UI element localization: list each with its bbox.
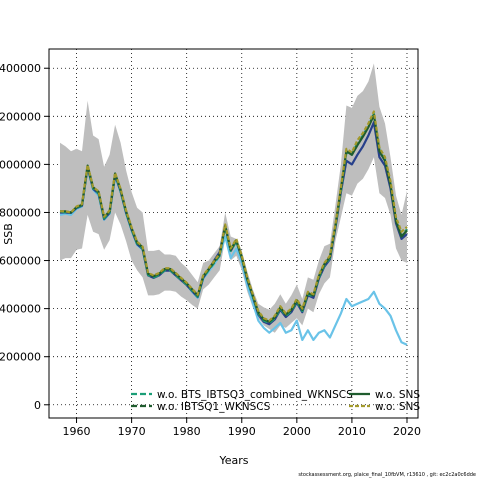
- y-tick-label: 200000: [0, 351, 41, 364]
- legend-label: w.o. IBTSQ1_WKNSCS: [157, 401, 271, 413]
- x-tick-label: 2000: [283, 425, 311, 438]
- axes: 1960 1970 1980 1990 2000 2010 2020 0 200000 40000…: [0, 48, 421, 438]
- y-axis-label: SSB: [2, 223, 15, 245]
- y-tick-label: 1200000: [0, 110, 41, 123]
- x-tick-label: 2020: [393, 425, 421, 438]
- x-axis-label: Years: [218, 454, 248, 467]
- x-tick-label: 2010: [338, 425, 366, 438]
- y-tick-label: 0: [34, 399, 41, 412]
- plot-frame: [48, 48, 419, 419]
- legend-label: w.o. BTS_IBTSQ3_combined_WKNSCS: [157, 389, 353, 401]
- footer-credit: stockassessment.org, plaice_final_10fbVM…: [298, 472, 476, 478]
- y-tick-label: 800000: [0, 206, 41, 219]
- y-tick-label: 600000: [0, 255, 41, 268]
- series-lines: [59, 110, 408, 346]
- x-tick-label: 1990: [228, 425, 256, 438]
- x-tick-label: 1970: [118, 425, 146, 438]
- x-tick-label: 1980: [173, 425, 201, 438]
- series-line: [60, 110, 408, 322]
- legend-label: w.o. SNS: [375, 401, 420, 413]
- y-tick-label: 1400000: [0, 62, 41, 75]
- x-tick-label: 1960: [63, 425, 91, 438]
- y-tick-label: 1000000: [0, 158, 41, 171]
- y-tick-label: 400000: [0, 303, 41, 316]
- legend-label: w.o. SNS: [375, 389, 420, 401]
